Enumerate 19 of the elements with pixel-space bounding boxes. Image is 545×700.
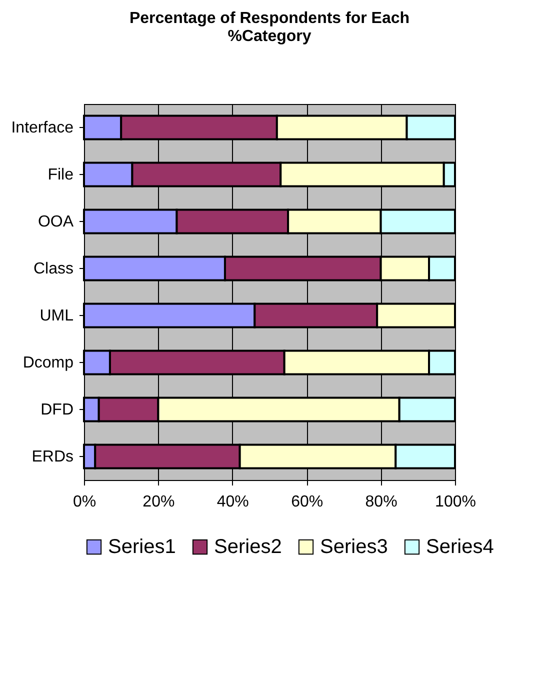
x-tick-label: 80% xyxy=(365,494,398,510)
legend-label: Series3 xyxy=(320,536,388,558)
x-tick-label: 40% xyxy=(216,494,249,510)
y-tick-label: Class xyxy=(33,260,74,278)
x-tick-label: 60% xyxy=(291,494,324,510)
y-tick-label: Interface xyxy=(11,120,74,136)
x-tick-label: 0% xyxy=(72,494,96,510)
y-tick-label: Dcomp xyxy=(22,354,74,372)
x-tick-label: 100% xyxy=(435,494,476,510)
y-tick-label: DFD xyxy=(40,402,74,418)
legend-label: Series1 xyxy=(108,536,176,558)
y-tick-label: ERDs xyxy=(32,448,74,466)
y-tick-label: UML xyxy=(40,308,74,324)
x-tick-label: 20% xyxy=(142,494,175,510)
y-tick-label: File xyxy=(48,166,74,184)
chart-title: Percentage of Respondents for Each %Category xyxy=(129,10,410,45)
legend-label: Series2 xyxy=(214,536,282,558)
legend-label: Series4 xyxy=(426,536,494,558)
y-tick-label: OOA xyxy=(38,214,74,230)
